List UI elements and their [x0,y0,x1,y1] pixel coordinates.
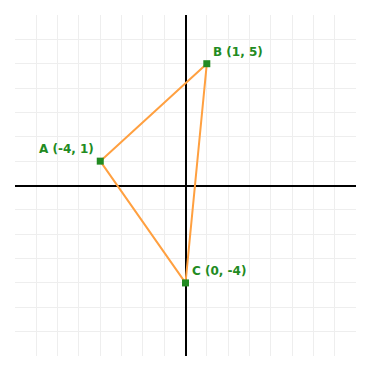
svg-text:A (-4, 1): A (-4, 1) [39,142,94,156]
svg-text:B (1, 5): B (1, 5) [213,45,263,59]
svg-text:C (0, -4): C (0, -4) [192,264,246,278]
